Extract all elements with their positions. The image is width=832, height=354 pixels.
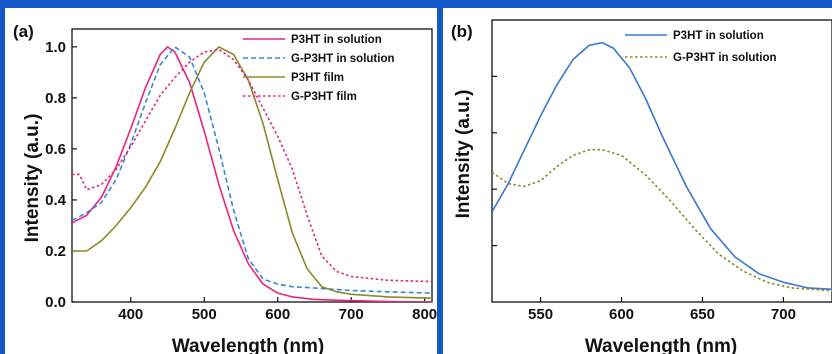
legend-label-1: P3HT in solution xyxy=(291,34,382,46)
y-tick-label: 0.2 xyxy=(45,243,66,260)
y-tick-label: 0.8 xyxy=(45,90,66,107)
plot-frame xyxy=(71,28,433,303)
y-tick-label: 0.4 xyxy=(45,192,67,209)
series-line-4 xyxy=(72,48,432,283)
x-tick-label: 650 xyxy=(690,306,715,323)
x-tick-label: 600 xyxy=(265,306,290,323)
legend-label-1: P3HT in solution xyxy=(673,30,764,42)
x-axis-title-b: Wavelength (nm) xyxy=(585,336,737,354)
series-line-1 xyxy=(492,41,832,291)
x-tick-label: 700 xyxy=(339,306,364,323)
panel-label-b: (b) xyxy=(451,22,473,41)
y-axis-title-b: Intensity (a.u.) xyxy=(453,90,474,219)
legend-label-4: G-P3HT film xyxy=(291,91,357,103)
series-line-2 xyxy=(72,46,432,294)
x-axis-title-a: Wavelength (nm) xyxy=(172,336,324,354)
x-tick-label: 800 xyxy=(412,306,437,323)
chart-a: (a) Wavelength (nm) Intensity (a.u.) 400… xyxy=(13,22,437,354)
legend-label-2: G-P3HT in solution xyxy=(291,53,395,65)
x-tick-label: 550 xyxy=(528,306,553,323)
series-line-1 xyxy=(72,46,432,302)
panel-label-a: (a) xyxy=(13,22,34,41)
x-tick-label: 700 xyxy=(771,306,796,323)
x-tick-label: 600 xyxy=(609,306,634,323)
y-tick-label: 1.0 xyxy=(45,39,66,56)
series-line-3 xyxy=(72,46,432,299)
legend-label-2: G-P3HT in solution xyxy=(673,52,777,64)
plot-frame xyxy=(491,19,832,303)
x-tick-label: 500 xyxy=(192,306,217,323)
panel-b: (b) Wavelength (nm) Intensity (a.u.) 550… xyxy=(443,8,832,354)
y-tick-label: 0.6 xyxy=(45,141,66,158)
chart-b: (b) Wavelength (nm) Intensity (a.u.) 550… xyxy=(451,19,832,354)
y-tick-label: 0.0 xyxy=(45,294,66,311)
x-tick-label: 400 xyxy=(118,306,143,323)
panel-a: (a) Wavelength (nm) Intensity (a.u.) 400… xyxy=(5,8,437,354)
series-line-2 xyxy=(492,148,832,292)
legend-label-3: P3HT film xyxy=(291,72,344,84)
y-axis-title-a: Intensity (a.u.) xyxy=(22,114,43,243)
